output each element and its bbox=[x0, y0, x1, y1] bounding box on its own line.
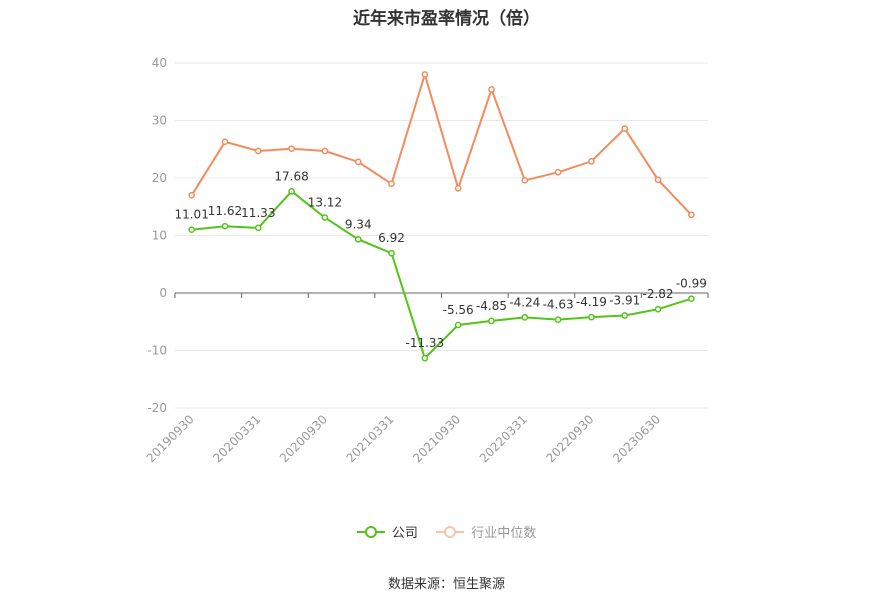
data-label: -4.19 bbox=[576, 295, 607, 309]
data-label: 11.01 bbox=[174, 208, 208, 222]
series-line-industry-median bbox=[190, 71, 693, 216]
data-point-company bbox=[321, 214, 329, 221]
legend-label-industry-median: 行业中位数 bbox=[471, 526, 537, 541]
data-point-company bbox=[421, 354, 429, 362]
data-point-industry-median bbox=[388, 180, 395, 188]
y-tick-label: 40 bbox=[152, 56, 167, 70]
y-tick-label: -20 bbox=[147, 401, 167, 415]
data-label: 9.34 bbox=[345, 217, 372, 231]
data-point-company bbox=[621, 312, 629, 319]
data-label: -2.82 bbox=[643, 287, 674, 301]
data-label: -0.99 bbox=[676, 277, 707, 291]
data-point-industry-median bbox=[521, 176, 529, 184]
data-point-company bbox=[488, 317, 495, 325]
data-point-industry-median bbox=[687, 211, 695, 219]
source-note: 数据来源：恒生聚源 bbox=[387, 577, 505, 592]
series-line-company bbox=[191, 189, 692, 360]
data-point-industry-median bbox=[454, 185, 462, 192]
legend-item-industry-median[interactable]: 行业中位数 bbox=[436, 522, 536, 541]
data-point-company bbox=[687, 295, 695, 303]
y-axis: -20 -10 0 10 20 30 40 bbox=[147, 56, 167, 415]
data-point-company bbox=[654, 305, 662, 313]
data-point-company bbox=[188, 226, 196, 234]
x-tick-label: 20220930 bbox=[543, 412, 596, 465]
data-label: 13.12 bbox=[308, 196, 342, 210]
data-label: -3.91 bbox=[609, 293, 640, 307]
data-point-industry-median bbox=[654, 176, 662, 184]
x-axis: 20190930 20200331 20200930 20210331 20210930… bbox=[144, 293, 709, 465]
x-tick-label: 20230630 bbox=[610, 412, 663, 465]
data-label: -5.56 bbox=[443, 303, 474, 317]
data-point-company bbox=[588, 313, 595, 321]
x-tick-label: 20200930 bbox=[277, 412, 330, 465]
data-point-industry-median bbox=[354, 158, 362, 166]
y-tick-label: -10 bbox=[147, 344, 167, 358]
data-point-company bbox=[454, 321, 462, 329]
series-layer bbox=[188, 71, 695, 362]
data-point-company bbox=[221, 222, 229, 230]
y-tick-label: 0 bbox=[159, 286, 167, 300]
data-label: 11.62 bbox=[208, 204, 242, 218]
data-point-company bbox=[354, 235, 362, 243]
data-point-industry-median bbox=[288, 145, 295, 153]
data-point-industry-median bbox=[588, 157, 595, 165]
legend-label-company: 公司 bbox=[391, 526, 418, 541]
data-point-company bbox=[521, 314, 529, 321]
data-point-industry-median bbox=[621, 125, 629, 132]
data-point-industry-median bbox=[421, 71, 429, 78]
data-label: -4.85 bbox=[476, 299, 507, 313]
data-point-industry-median bbox=[254, 147, 262, 155]
data-point-industry-median bbox=[221, 138, 229, 146]
data-point-industry-median bbox=[188, 191, 196, 199]
data-label: -4.63 bbox=[543, 298, 574, 312]
legend: 公司 行业中位数 bbox=[0, 522, 893, 541]
data-point-industry-median bbox=[554, 168, 562, 176]
gridlines bbox=[175, 62, 708, 409]
y-tick-label: 20 bbox=[152, 171, 167, 185]
legend-swatch-company bbox=[356, 525, 385, 539]
chart-title: 近年来市盈率情况（倍） bbox=[353, 9, 540, 29]
x-tick-label: 20190930 bbox=[144, 412, 197, 465]
data-point-company bbox=[554, 316, 562, 323]
data-label: 11.33 bbox=[241, 206, 275, 220]
x-tick-label: 20220331 bbox=[477, 412, 530, 465]
y-tick-label: 10 bbox=[152, 229, 167, 243]
data-point-industry-median bbox=[321, 147, 329, 155]
y-tick-label: 30 bbox=[152, 114, 167, 128]
data-label: -11.33 bbox=[406, 336, 445, 350]
data-label: 6.92 bbox=[378, 231, 405, 245]
data-point-company bbox=[254, 224, 262, 232]
x-tick-label: 20210930 bbox=[410, 412, 463, 465]
data-point-company bbox=[388, 249, 395, 257]
x-tick-label: 20200331 bbox=[210, 412, 263, 465]
data-label: 17.68 bbox=[274, 169, 308, 183]
data-point-industry-median bbox=[488, 86, 495, 93]
legend-swatch-industry-median bbox=[436, 525, 465, 539]
data-label: -4.24 bbox=[509, 295, 540, 309]
data-point-company bbox=[288, 187, 295, 195]
x-tick-label: 20210331 bbox=[344, 412, 397, 465]
legend-item-company[interactable]: 公司 bbox=[356, 522, 418, 541]
